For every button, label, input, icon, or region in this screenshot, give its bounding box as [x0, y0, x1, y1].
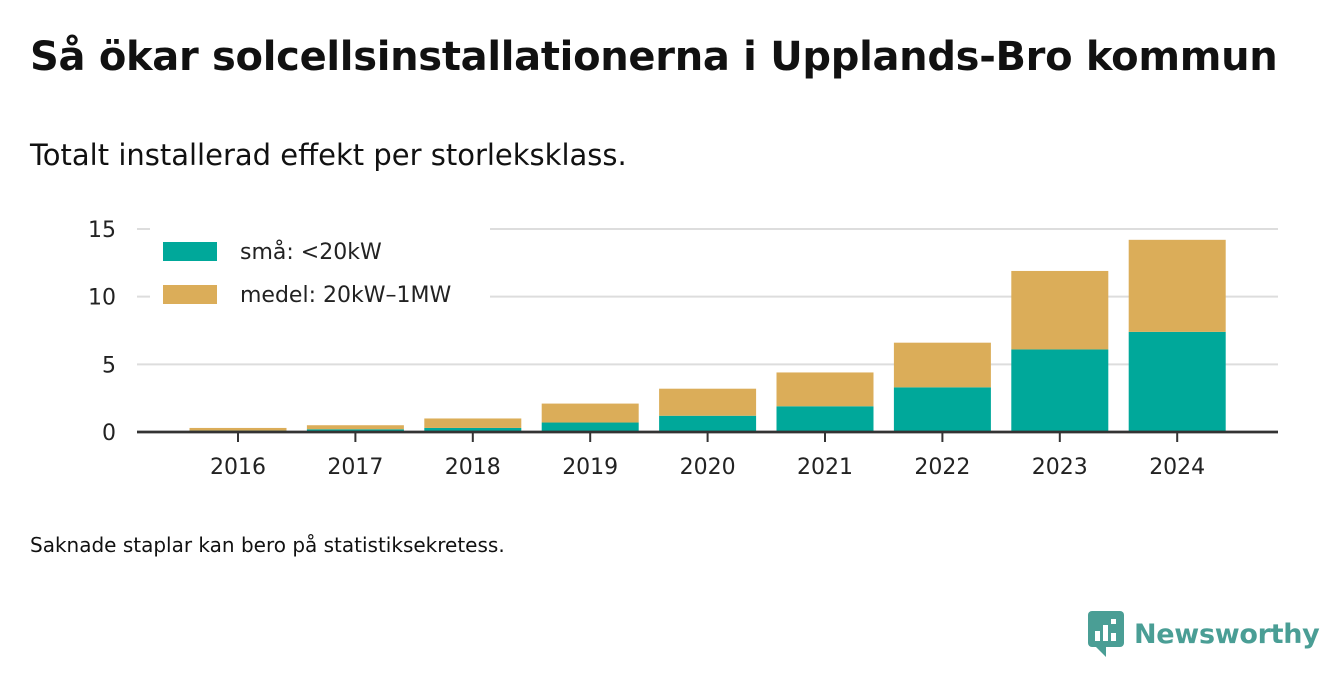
- bar-segment-2020-series-1: [659, 388, 757, 416]
- bar-segment-2019-series-1: [541, 403, 639, 423]
- x-tick-label: 2019: [562, 455, 618, 480]
- x-axis-ticks: 2016 2017 2018 2019 2020 2021 2022 2023 2024: [210, 432, 1205, 480]
- y-tick-label: 10: [88, 286, 116, 311]
- x-tick-label: 2016: [210, 455, 266, 480]
- legend-swatch: [163, 285, 217, 304]
- y-tick-label: 0: [102, 421, 116, 446]
- bar-segment-2018-series-0: [424, 427, 522, 432]
- brand-logo[interactable]: Newsworthy: [1088, 610, 1320, 658]
- bar-segment-2017-series-1: [306, 425, 404, 430]
- bars: [189, 239, 1226, 432]
- x-tick-label: 2017: [327, 455, 383, 480]
- bar-segment-2023-series-0: [1011, 349, 1109, 432]
- bar-segment-2024-series-0: [1128, 331, 1226, 432]
- bar-segment-2022-series-0: [893, 387, 991, 432]
- bar-segment-2020-series-0: [659, 415, 757, 432]
- bar-segment-2023-series-1: [1011, 270, 1109, 350]
- newsworthy-logo-icon: [1088, 611, 1124, 657]
- y-axis-ticks: 0 5 10 15: [88, 218, 116, 446]
- legend: små: <20kW medel: 20kW–1MW: [150, 226, 490, 316]
- x-tick-label: 2023: [1032, 455, 1088, 480]
- y-tick-label: 5: [102, 353, 116, 378]
- y-tick-label: 15: [88, 218, 116, 243]
- bar-segment-2017-series-0: [306, 429, 404, 432]
- bar-segment-2018-series-1: [424, 418, 522, 428]
- brand-name: Newsworthy: [1134, 618, 1320, 650]
- x-tick-label: 2018: [445, 455, 501, 480]
- footnote: Saknade staplar kan bero på statistiksek…: [30, 533, 505, 557]
- bar-segment-2019-series-0: [541, 422, 639, 432]
- legend-label: små: <20kW: [240, 239, 382, 265]
- bar-segment-2022-series-1: [893, 342, 991, 388]
- bar-segment-2021-series-0: [776, 406, 874, 432]
- bar-segment-2021-series-1: [776, 372, 874, 407]
- x-tick-label: 2020: [680, 455, 736, 480]
- legend-swatch: [163, 242, 217, 261]
- x-tick-label: 2021: [797, 455, 853, 480]
- x-tick-label: 2024: [1149, 455, 1205, 480]
- x-tick-label: 2022: [914, 455, 970, 480]
- chart-title: Så ökar solcellsinstallationerna i Uppla…: [30, 34, 1278, 80]
- chart-subtitle: Totalt installerad effekt per storlekskl…: [30, 138, 627, 172]
- legend-label: medel: 20kW–1MW: [240, 283, 451, 308]
- bar-segment-2016-series-1: [189, 427, 287, 431]
- bar-segment-2024-series-1: [1128, 239, 1226, 332]
